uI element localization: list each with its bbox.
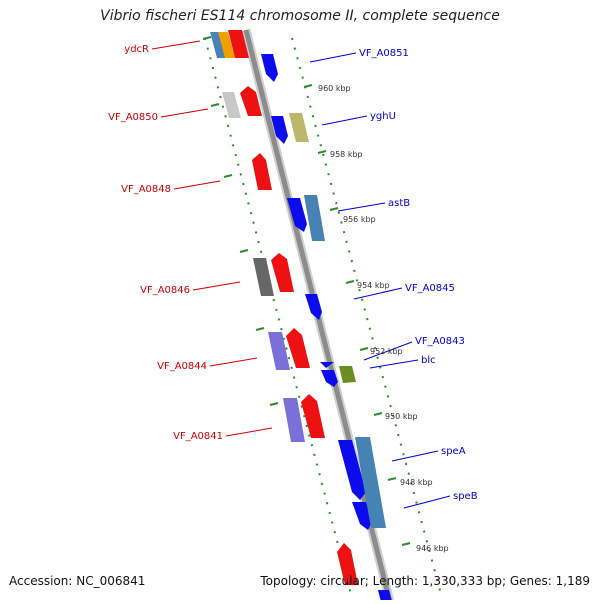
gene-feature[interactable] [339, 366, 356, 383]
gene-label-VF_A0848[interactable]: VF_A0848 [121, 184, 171, 195]
tick-mark [303, 84, 313, 88]
gene-label-blc[interactable]: blc [421, 355, 436, 366]
right-genes [261, 54, 392, 602]
gene-feature[interactable] [355, 437, 386, 528]
gene-feature[interactable] [287, 198, 307, 232]
tick-mark [255, 327, 265, 331]
gene-feature[interactable] [289, 113, 309, 142]
gene-feature[interactable] [271, 116, 288, 144]
gene-label-astB[interactable]: astB [388, 198, 410, 209]
scale-tick-labels: 960 kbp 958 kbp 956 kbp 954 kbp 952 kbp … [318, 84, 449, 553]
tick-mark [223, 174, 233, 178]
gene-label-ydcR[interactable]: ydcR [124, 44, 149, 55]
leader-line [337, 202, 386, 212]
leader-line [309, 52, 357, 63]
gene-label-VF_A0841[interactable]: VF_A0841 [173, 431, 223, 442]
left-gene-labels: ydcR VF_A0850 VF_A0848 VF_A0846 VF_A0844… [108, 44, 223, 442]
right-label-leaders [309, 52, 451, 509]
gene-feature[interactable] [378, 590, 392, 602]
gene-feature[interactable] [228, 30, 249, 58]
ruler-ticks [202, 36, 411, 546]
gene-feature[interactable] [210, 32, 227, 58]
gene-label-VF_A0851[interactable]: VF_A0851 [359, 48, 409, 59]
gene-label-speB[interactable]: speB [453, 491, 478, 502]
map-title: Vibrio fischeri ES114 chromosome II, com… [100, 8, 500, 24]
gene-feature[interactable] [261, 54, 278, 82]
gene-label-VF_A0844[interactable]: VF_A0844 [157, 361, 207, 372]
tick-mark [269, 402, 279, 406]
leader-line [173, 180, 221, 190]
scale-label: 948 kbp [400, 478, 433, 487]
accession-text: Accession: NC_006841 [9, 574, 146, 588]
scale-label: 960 kbp [318, 84, 351, 93]
gene-label-yghU[interactable]: yghU [370, 111, 396, 122]
scale-label: 946 kbp [416, 544, 449, 553]
tick-mark [239, 249, 249, 253]
tick-mark [202, 36, 212, 40]
leader-line [151, 40, 201, 50]
topology-text: Topology: circular; Length: 1,330,333 bp… [260, 574, 590, 588]
scale-label: 952 kbp [370, 347, 403, 356]
ruler-lines [204, 37, 443, 599]
leader-line [363, 341, 413, 361]
gene-feature[interactable] [305, 294, 322, 320]
gene-feature[interactable] [253, 258, 274, 296]
gene-feature[interactable] [301, 394, 325, 438]
gene-feature[interactable] [218, 32, 235, 58]
tick-mark [387, 477, 397, 481]
leader-line [403, 495, 451, 509]
gene-feature[interactable] [268, 332, 290, 370]
leader-line [160, 108, 209, 118]
tick-mark [210, 103, 220, 107]
gene-label-VF_A0843[interactable]: VF_A0843 [415, 336, 465, 347]
leader-line [321, 115, 368, 126]
scale-label: 956 kbp [343, 215, 376, 224]
gene-feature[interactable] [283, 398, 305, 442]
right-gene-labels: VF_A0851 yghU astB VF_A0845 VF_A0843 blc… [359, 48, 478, 502]
tick-mark [373, 412, 383, 416]
gene-feature[interactable] [286, 328, 310, 368]
scale-label: 954 kbp [357, 281, 390, 290]
leader-line [192, 281, 241, 291]
gene-feature[interactable] [338, 440, 366, 500]
gene-feature[interactable] [252, 153, 272, 190]
tick-mark [317, 150, 327, 154]
leader-line [209, 357, 258, 367]
gene-feature[interactable] [222, 92, 241, 118]
gene-label-VF_A0850[interactable]: VF_A0850 [108, 112, 158, 123]
scale-label: 958 kbp [330, 150, 363, 159]
gene-label-VF_A0846[interactable]: VF_A0846 [140, 285, 190, 296]
gene-feature[interactable] [240, 86, 262, 116]
leader-line [391, 450, 439, 462]
left-genes [210, 30, 358, 585]
leader-line [353, 287, 403, 300]
tick-mark [401, 542, 411, 546]
scale-label: 950 kbp [385, 412, 418, 421]
gene-feature[interactable] [304, 195, 325, 241]
gene-label-VF_A0845[interactable]: VF_A0845 [405, 283, 455, 294]
gene-feature[interactable] [352, 502, 372, 530]
left-label-leaders [151, 40, 273, 437]
leader-line [225, 427, 273, 437]
gene-feature[interactable] [337, 543, 358, 585]
gene-feature[interactable] [271, 253, 294, 292]
gene-feature[interactable] [320, 362, 334, 368]
tick-mark [359, 347, 369, 351]
tick-mark [329, 207, 339, 211]
gene-feature[interactable] [321, 370, 338, 387]
tick-mark [345, 280, 355, 284]
gene-label-speA[interactable]: speA [441, 446, 466, 457]
leader-line [369, 359, 419, 369]
